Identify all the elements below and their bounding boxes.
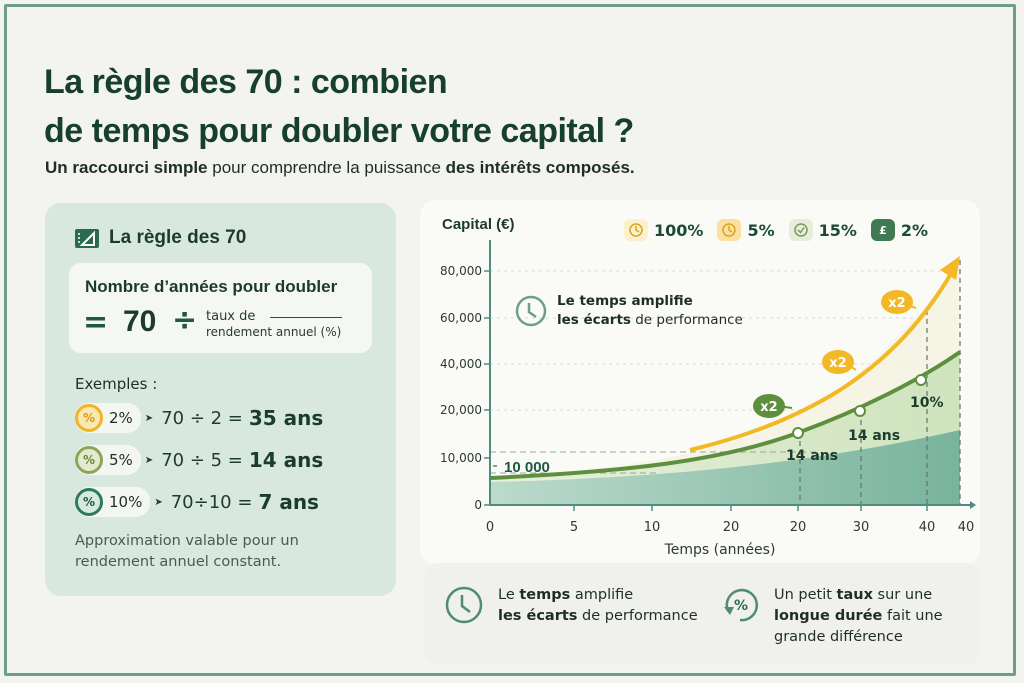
percent-icon: % [75, 446, 103, 474]
rule-card-header: La règle des 70 [75, 227, 246, 249]
example-row: % 2% ➤ 70 ÷ 2 = 35 ans [75, 403, 323, 433]
rule-card-title: La règle des 70 [109, 227, 247, 248]
example-row: % 5% ➤ 70 ÷ 5 = 14 ans [75, 445, 323, 475]
svg-text:20: 20 [790, 520, 807, 535]
svg-text:40,000: 40,000 [440, 357, 482, 371]
example-result: 14 ans [248, 448, 324, 472]
doubling-badge: x2 [753, 394, 793, 418]
title-line-2: de temps pour doubler votre capital ? [44, 112, 634, 150]
capital-growth-chart: 80,000 60,000 40,000 20,000 10,000 0 0 5… [440, 240, 976, 558]
formula-label: Nombre d’années pour doubler [85, 277, 338, 296]
divide-sign: ÷ [172, 303, 198, 338]
example-rate: 2% [109, 409, 133, 427]
svg-text:30: 30 [853, 520, 870, 535]
page-title: La règle des 70 : combien de temps pour … [44, 58, 634, 156]
arrow-icon: ➤ [144, 412, 154, 424]
approximation-note: Approximation valable pour un rendement … [75, 533, 299, 570]
example-calc: 70 ÷ 5 = [161, 449, 243, 471]
legend-item: 5% [717, 219, 775, 241]
legend-item: 15% [788, 219, 857, 241]
takeaway-rate: % Un petit taux sur une longue durée fai… [720, 585, 943, 648]
svg-text:x2: x2 [888, 296, 905, 311]
page-subtitle: Un raccourci simple pour comprendre la p… [45, 158, 635, 178]
svg-text:14 ans: 14 ans [786, 448, 838, 464]
rule-of-70-card: La règle des 70 Nombre d’années pour dou… [45, 203, 396, 596]
equals-sign: = [83, 305, 109, 340]
start-value-label: 10 000 [504, 459, 550, 476]
svg-text:x2: x2 [829, 356, 846, 371]
example-calc: 70 ÷ 2 = [161, 407, 243, 429]
svg-text:80,000: 80,000 [440, 264, 482, 278]
legend-item: £ 2% [870, 219, 928, 241]
svg-text:20: 20 [723, 520, 740, 535]
svg-text:14 ans: 14 ans [848, 428, 900, 444]
svg-text:10%: 10% [910, 395, 944, 411]
subtitle-bold-2: des intérêts composés. [445, 158, 635, 177]
y-axis-label: Capital (€) [442, 216, 515, 233]
svg-text:£: £ [879, 224, 887, 237]
percent-cycle-icon: % [724, 588, 759, 622]
svg-text:40: 40 [958, 520, 975, 535]
svg-text:5: 5 [570, 520, 578, 535]
clock-icon [717, 219, 742, 241]
x-axis-label: Temps (années) [664, 542, 776, 558]
money-bag-icon: £ [870, 219, 895, 241]
clock-icon [445, 586, 483, 624]
svg-text:40: 40 [919, 520, 936, 535]
example-result: 7 ans [258, 490, 319, 514]
subtitle-text: pour comprendre la puissance [207, 158, 446, 177]
example-row: % 10% ➤ 70÷10 = 7 ans [75, 487, 319, 517]
chart-annotation: Le temps amplifie les écarts de performa… [515, 292, 743, 330]
rate-pill: % 5% [75, 445, 141, 475]
example-rate: 5% [109, 451, 133, 469]
title-line-1: La règle des 70 : combien [44, 63, 448, 101]
doubling-badge: x2 [881, 290, 917, 314]
ruler-triangle-icon [75, 228, 99, 248]
clock-icon [515, 295, 547, 327]
chart-card: 80,000 60,000 40,000 20,000 10,000 0 0 5… [420, 200, 980, 565]
percent-icon: % [75, 488, 103, 516]
arrow-icon: ➤ [154, 496, 163, 508]
check-clock-icon [788, 219, 813, 241]
svg-text:0: 0 [474, 498, 482, 512]
clock-icon [624, 219, 648, 241]
percent-icon: % [75, 404, 103, 432]
examples-title: Exemples : [75, 375, 158, 393]
svg-text:10,000: 10,000 [440, 451, 482, 465]
svg-text:x2: x2 [760, 400, 777, 415]
example-rate: 10% [109, 493, 143, 511]
svg-text:10: 10 [644, 520, 661, 535]
doubling-badge: x2 [822, 350, 857, 374]
subtitle-bold-1: Un raccourci simple [45, 158, 208, 177]
svg-text:0: 0 [486, 520, 494, 535]
example-result: 35 ans [248, 406, 324, 430]
chart-legend: 100% 5% 15% £ 2% [624, 219, 928, 241]
legend-item: 100% [624, 219, 703, 241]
formula-denominator-line1: taux de [206, 309, 256, 324]
example-calc: 70÷10 = [170, 491, 253, 513]
svg-text:60,000: 60,000 [440, 311, 482, 325]
formula-box: Nombre d’années pour doubler = 70 ÷ taux… [69, 263, 372, 353]
svg-text:20,000: 20,000 [440, 403, 482, 417]
formula-numerator: 70 [123, 305, 157, 338]
key-takeaways-card: Le temps amplifie les écarts de performa… [424, 563, 980, 665]
rate-pill: % 10% [75, 487, 151, 517]
formula-denominator-line2: rendement annuel (%) [206, 325, 342, 339]
takeaway-time: Le temps amplifie les écarts de performa… [444, 585, 698, 627]
arrow-icon: ➤ [144, 454, 154, 466]
rate-pill: % 2% [75, 403, 141, 433]
fraction-line [270, 317, 342, 318]
svg-text:%: % [734, 598, 748, 614]
